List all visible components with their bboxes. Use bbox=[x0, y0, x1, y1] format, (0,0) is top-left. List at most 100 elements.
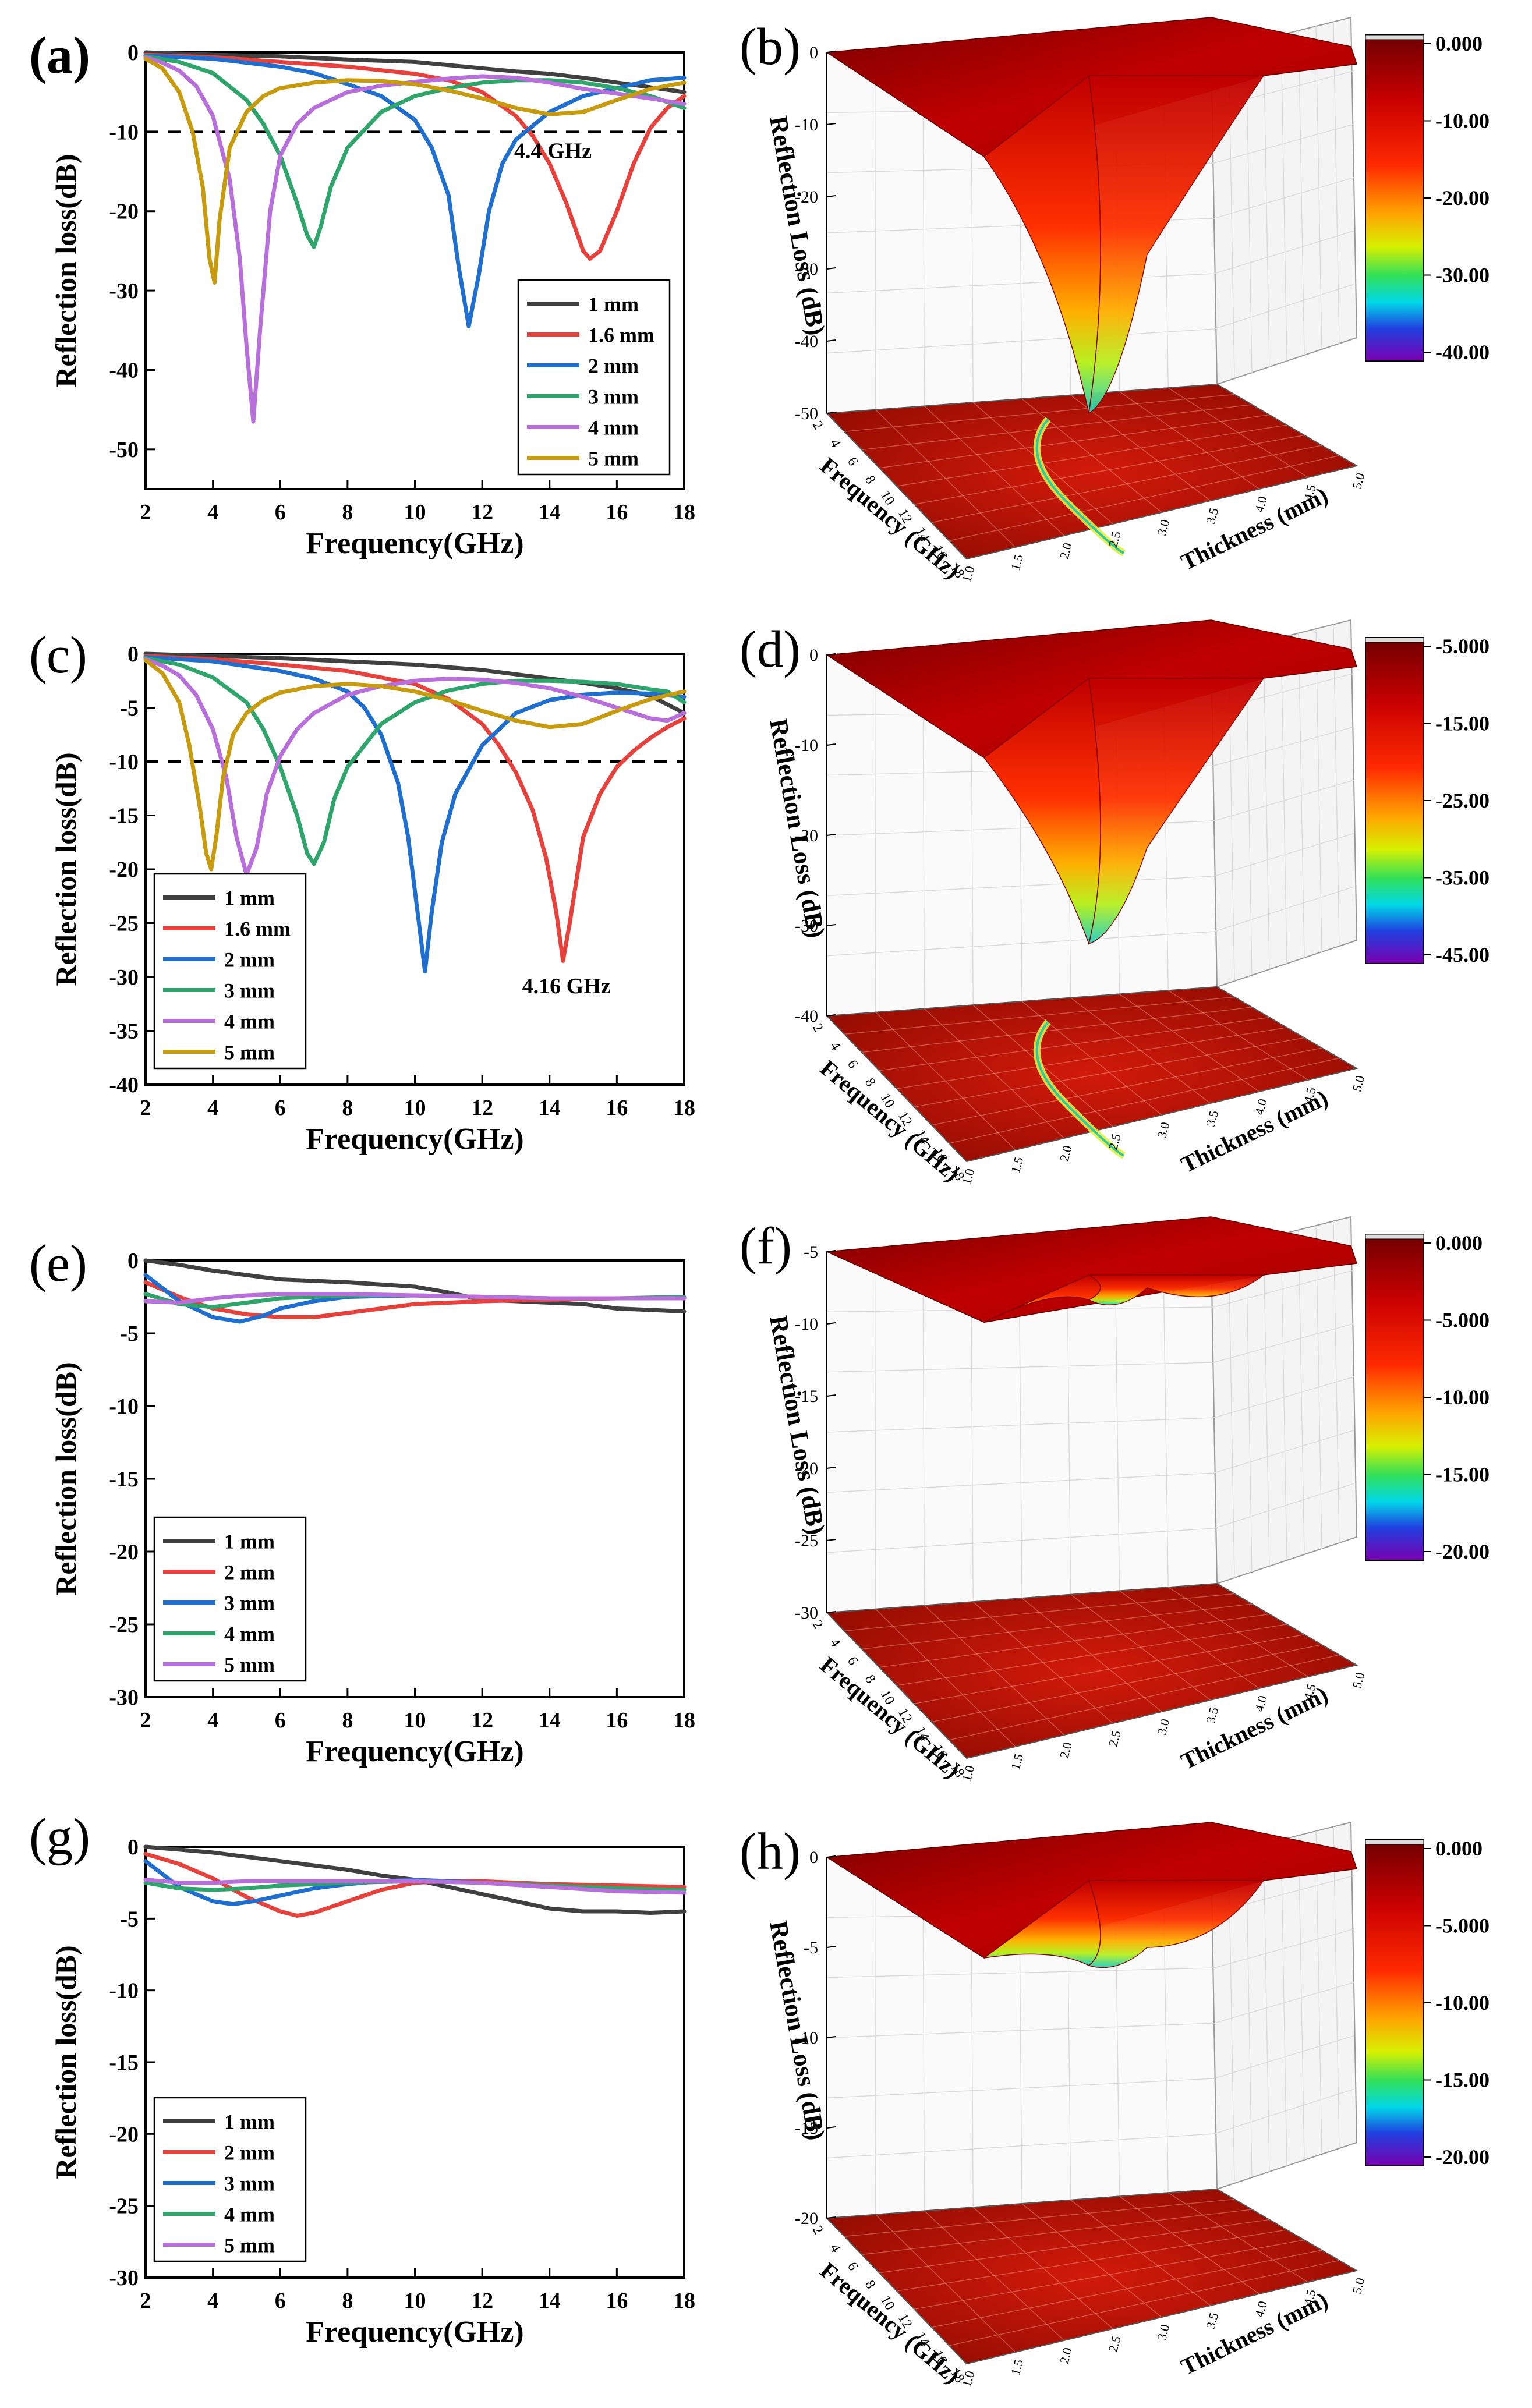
x-tick-label: 6 bbox=[275, 500, 286, 525]
floor-heatmap bbox=[825, 2188, 1358, 2365]
x-tick-label: 16 bbox=[606, 500, 628, 525]
floor-grid bbox=[844, 2198, 1235, 2237]
x-tick-label: 2 bbox=[140, 2289, 151, 2313]
z-tick-label: -5 bbox=[804, 1938, 818, 1957]
floor-grid bbox=[896, 1624, 1287, 1686]
floor-grid bbox=[1070, 2200, 1211, 2306]
floor-grid bbox=[1167, 2192, 1308, 2283]
legend-label: 1 mm bbox=[224, 2110, 275, 2134]
panel-g: (g) 2 4 6 8 10 12 14 16 18 0 -5 -10 -15 -20 -25 -30 Freq… bbox=[29, 1808, 695, 2349]
legend-label: 4 mm bbox=[224, 1623, 275, 1646]
grid-line bbox=[826, 876, 1215, 897]
floor-grid bbox=[896, 1027, 1287, 1089]
grid-line bbox=[826, 931, 1215, 957]
z-tick-label: -5 bbox=[804, 1242, 818, 1262]
z-tick-label: -10 bbox=[795, 1315, 818, 1334]
colorbar-tick-label: -5.000 bbox=[1435, 635, 1489, 658]
grid-line bbox=[1213, 230, 1354, 274]
z-axis-label: Reflection Loss (dB) bbox=[764, 1918, 830, 2142]
z-tick-label: -20 bbox=[795, 826, 818, 845]
colorbar-cap bbox=[1365, 34, 1424, 40]
thickness-tick-label: 1.5 bbox=[1008, 1156, 1026, 1175]
floor-grid bbox=[1119, 2195, 1259, 2294]
grid-line bbox=[1213, 284, 1354, 330]
z-tick bbox=[826, 1855, 836, 1858]
x-tick-label: 18 bbox=[673, 500, 695, 525]
x-tick-label: 18 bbox=[673, 1708, 695, 1733]
panel-letter: (h) bbox=[740, 1823, 801, 1881]
floor-grid bbox=[1070, 1594, 1211, 1701]
legend-label: 5 mm bbox=[224, 1653, 275, 1677]
floor-grid bbox=[972, 2207, 1113, 2329]
legend-label: 4 mm bbox=[588, 416, 639, 440]
series-line-1mmmm bbox=[143, 651, 687, 716]
thickness-tick-label: 5.0 bbox=[1349, 2276, 1367, 2296]
rl-surface bbox=[825, 619, 1358, 946]
z-tick bbox=[826, 339, 836, 342]
y-tick-label: -40 bbox=[109, 358, 139, 383]
colorbar-tick-label: -10.00 bbox=[1435, 1991, 1489, 2014]
grid-line bbox=[1213, 123, 1354, 164]
legend-label: 5 mm bbox=[588, 447, 639, 470]
thickness-tick-label: 3.5 bbox=[1203, 1109, 1221, 1128]
z-tick bbox=[826, 412, 836, 414]
legend: 1 mm 1.6 mm 2 mm 3 mm 4 mm 5 mm bbox=[153, 873, 307, 1070]
y-tick-label: -30 bbox=[109, 1685, 139, 1710]
series-line-1p6mmmm bbox=[143, 654, 687, 963]
grid-line bbox=[1213, 1269, 1354, 1308]
legend-label: 5 mm bbox=[224, 2234, 275, 2257]
thickness-tick-label: 3.5 bbox=[1203, 507, 1221, 526]
panel-a: (a) 2 4 6 8 10 12 14 16 18 0 -10 -20 -30 -40 -50 Freque… bbox=[29, 27, 695, 560]
x-tick-label: 2 bbox=[140, 1096, 151, 1120]
floor-grid bbox=[924, 2210, 1065, 2341]
surface-absorption-valley-right bbox=[1088, 1880, 1265, 1968]
y-tick-label: -20 bbox=[109, 2122, 139, 2147]
x-tick-label: 14 bbox=[539, 1708, 561, 1733]
z-tick-label: -10 bbox=[795, 2028, 818, 2048]
legend-label: 4 mm bbox=[224, 2203, 275, 2226]
y-tick-label: -15 bbox=[109, 804, 139, 828]
y-tick-label: 0 bbox=[128, 642, 139, 667]
x-tick-label: 8 bbox=[342, 1708, 353, 1733]
thickness-tick-label: 5.0 bbox=[1349, 1074, 1367, 1093]
floor-grid bbox=[1021, 2203, 1162, 2318]
z-tick-label: -15 bbox=[795, 2119, 818, 2138]
y-tick-label: 0 bbox=[128, 1249, 139, 1273]
x-axis-label: Frequency(GHz) bbox=[306, 527, 524, 560]
colorbar-tick-label: 0.000 bbox=[1435, 32, 1483, 55]
colorbar-tick-label: -35.00 bbox=[1435, 866, 1489, 890]
z-tick bbox=[826, 2216, 836, 2219]
legend: 1 mm 2 mm 3 mm 4 mm 5 mm bbox=[153, 2097, 307, 2262]
thickness-tick-label: 2.5 bbox=[1105, 2335, 1123, 2354]
floor-grid bbox=[896, 424, 1287, 487]
floor-grid bbox=[875, 409, 1016, 548]
colorbar-tick-label: 0.000 bbox=[1435, 1231, 1483, 1255]
grid-line bbox=[1213, 833, 1354, 877]
floor-grid bbox=[949, 1057, 1340, 1144]
y-tick-label: 0 bbox=[128, 1835, 139, 1860]
y-tick-label: -40 bbox=[109, 1073, 139, 1097]
surface-absorption-valley-right bbox=[1088, 678, 1265, 945]
legend-label: 1 mm bbox=[224, 887, 275, 910]
y-tick-label: -5 bbox=[120, 1907, 139, 1931]
floor-grid bbox=[1070, 997, 1211, 1104]
floor-grid bbox=[879, 1613, 1270, 1668]
surface-absorption-valley-right bbox=[1088, 75, 1265, 415]
y-tick-label: -20 bbox=[109, 200, 139, 224]
floor-grid bbox=[924, 405, 1065, 536]
z-tick bbox=[826, 653, 836, 656]
x-tick-label: 4 bbox=[207, 1708, 218, 1733]
x-tick-label: 16 bbox=[606, 2289, 628, 2313]
colorbar bbox=[1365, 637, 1424, 964]
x-tick-label: 8 bbox=[342, 2289, 353, 2313]
legend-box bbox=[153, 2097, 307, 2262]
grid-line bbox=[1213, 2088, 1354, 2134]
floor-grid bbox=[879, 414, 1270, 469]
z-tick-label: -30 bbox=[795, 916, 818, 936]
floor-grid bbox=[914, 1037, 1305, 1107]
colorbar bbox=[1365, 1839, 1424, 2166]
floor-grid bbox=[875, 1012, 1016, 1150]
freq-tick-label: 4 bbox=[827, 1039, 844, 1053]
